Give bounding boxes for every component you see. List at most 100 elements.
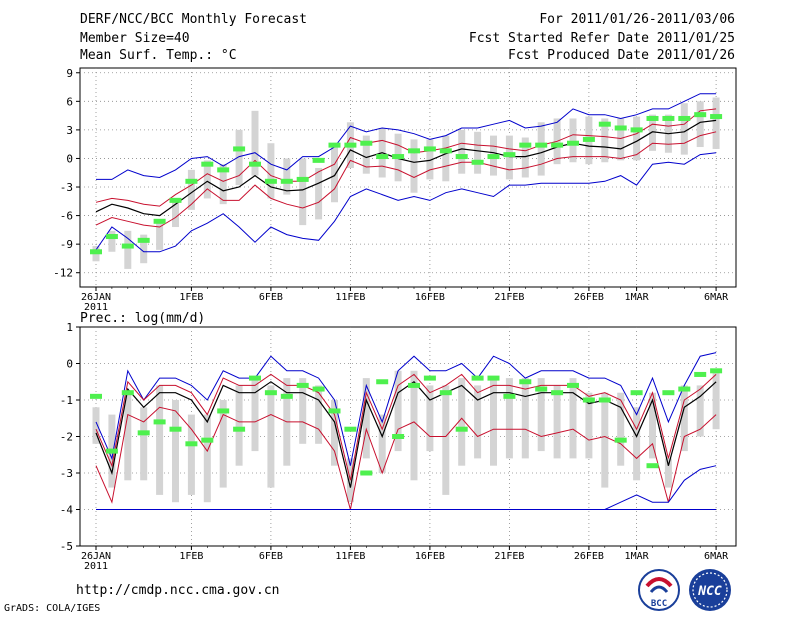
prec-ensemble-box (474, 385, 482, 459)
prec-obs-marker (439, 390, 452, 396)
prec-obs-marker (328, 408, 341, 414)
temp-ensemble-box (537, 122, 545, 176)
prec-xtick-label: 16FEB (415, 551, 445, 562)
temp-obs-marker (646, 115, 659, 121)
temp-obs-marker (535, 142, 548, 148)
temp-obs-marker (598, 121, 611, 127)
forecast-range-label: For 2011/01/26-2011/03/06 (539, 12, 735, 27)
prec-ensemble-box (156, 385, 164, 495)
temp-ensemble-box (505, 135, 513, 180)
temp-ensemble-box (108, 230, 116, 252)
prec-ensemble-box (680, 385, 688, 452)
temp-ensemble-box (267, 143, 275, 199)
temp-ensemble-box (156, 219, 164, 250)
prec-obs-marker (137, 430, 150, 436)
temp-series-lower-line (95, 131, 717, 228)
temp-xtick-label: 1FEB (179, 292, 203, 303)
prec-ensemble-box (362, 378, 370, 459)
temp-ensemble-box (235, 129, 243, 186)
prec-obs-marker (519, 379, 532, 385)
prec-obs-marker (662, 390, 675, 396)
temp-obs-marker (121, 243, 134, 249)
prec-obs-marker (694, 371, 707, 377)
prec-ensemble-box (537, 378, 545, 452)
temp-ensemble-box (251, 110, 259, 176)
prec-xtick-label: 6FEB (259, 551, 283, 562)
prec-ensemble-box (92, 407, 100, 444)
temp-obs-marker (344, 142, 357, 148)
prec-ytick-label: 0 (66, 358, 73, 371)
ncc-logo-icon: NCC (689, 569, 731, 611)
temp-obs-marker (694, 112, 707, 118)
prec-series-mean-line (95, 381, 717, 488)
grads-credit: GrADS: COLA/IGES (4, 603, 101, 614)
prec-obs-marker (185, 441, 198, 447)
prec-ensemble-box (664, 458, 672, 488)
prec-obs-marker (121, 390, 134, 396)
temp-obs-marker (519, 142, 532, 148)
temp-ensemble-box (521, 137, 529, 178)
temp-xtick-label: 6FEB (259, 292, 283, 303)
precip-variable-label: Prec.: log(mm/d) (80, 311, 205, 326)
prec-ensemble-box (172, 400, 179, 503)
prec-ensemble-box (601, 392, 609, 488)
prec-obs-marker (280, 393, 293, 399)
prec-xtick-label: 1FEB (179, 551, 203, 562)
temp-ensemble-box (362, 135, 370, 174)
ncc-logo-text: NCC (697, 584, 722, 599)
prec-ensemble-box (219, 400, 227, 488)
temp-obs-marker (360, 140, 373, 146)
prec-ytick-label: -5 (60, 540, 73, 553)
prec-obs-marker (392, 434, 405, 439)
temp-obs-marker (264, 178, 277, 184)
prec-obs-marker (408, 382, 420, 388)
temp-ensemble-box (140, 234, 148, 264)
prec-ensemble-box (553, 385, 561, 459)
prec-ensemble-box (569, 378, 577, 459)
prec-obs-marker (678, 386, 691, 392)
prec-ensemble-box (203, 414, 211, 503)
temp-ensemble-box (299, 158, 307, 226)
temp-xtick-label: 26FEB (574, 292, 604, 303)
temp-obs-marker (423, 146, 436, 152)
temp-obs-marker (296, 176, 309, 182)
temp-obs-marker (582, 136, 595, 142)
prec-ytick-label: -1 (60, 394, 73, 407)
temp-obs-marker (487, 154, 500, 160)
chart-title: DERF/NCC/BCC Monthly Forecast (80, 12, 307, 27)
temp-ytick-label: -9 (60, 238, 73, 251)
forecast-start-date-label: Fcst Started Refer Date 2011/01/25 (468, 31, 735, 46)
prec-ytick-label: -2 (60, 431, 73, 444)
prec-ensemble-box (426, 385, 434, 452)
temp-obs-marker (408, 148, 420, 154)
temp-xtick-label: 16FEB (415, 292, 445, 303)
prec-ensemble-box (458, 378, 466, 466)
prec-series-upper-line (95, 373, 717, 481)
forecast-produced-date-label: Fcst Produced Date 2011/01/26 (508, 48, 735, 63)
prec-ensemble-box (649, 392, 656, 459)
temp-xtick-label: 26JAN (81, 292, 111, 303)
prec-obs-marker (249, 375, 261, 381)
temp-obs-marker (217, 167, 230, 173)
prec-obs-marker (423, 375, 436, 381)
temp-obs-marker (551, 142, 564, 148)
prec-ensemble-box (378, 414, 386, 473)
temp-ensemble-box (124, 230, 132, 269)
temp-obs-marker (280, 178, 293, 184)
prec-obs-marker (153, 419, 166, 425)
temp-series-mean-line (95, 119, 717, 217)
temp-obs-marker (710, 114, 723, 120)
temp-obs-marker (662, 115, 675, 121)
prec-ensemble-box (633, 407, 641, 481)
temp-ensemble-box (219, 164, 227, 205)
prec-obs-marker (90, 393, 102, 399)
prec-ensemble-box (505, 378, 513, 459)
prec-ensemble-box (187, 414, 195, 495)
temp-obs-marker (201, 161, 214, 167)
prec-obs-marker (614, 437, 627, 443)
temperature-variable-label: Mean Surf. Temp.: °C (80, 48, 237, 63)
prec-xtick-label: 1MAR (625, 551, 650, 562)
source-url[interactable]: http://cmdp.ncc.cma.gov.cn (76, 583, 280, 598)
